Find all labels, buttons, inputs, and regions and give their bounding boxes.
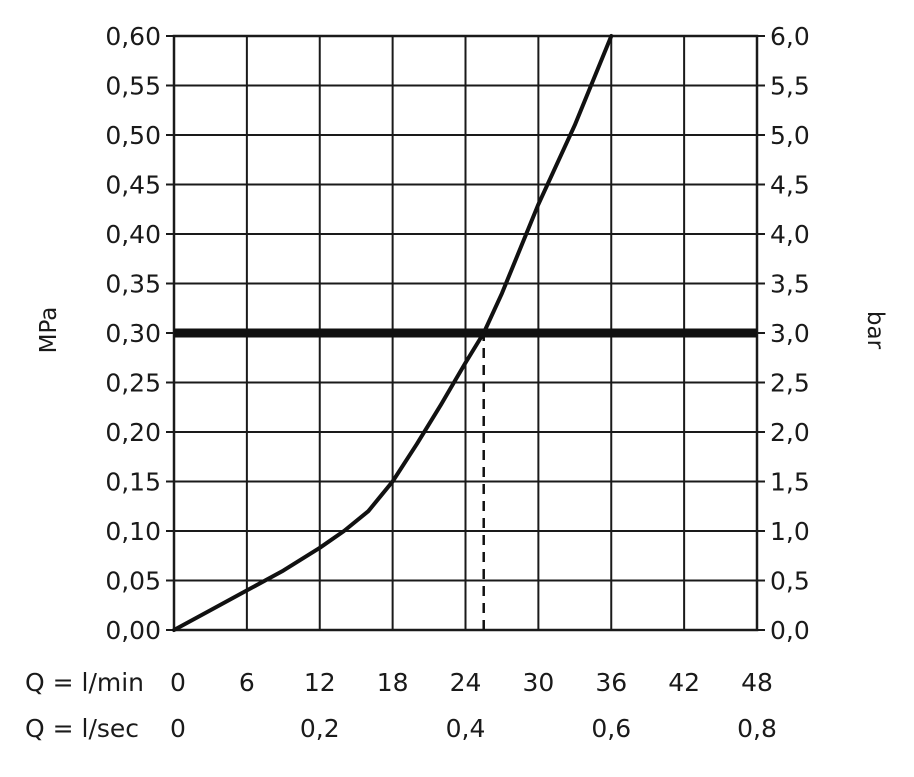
x-tick-label: 12 (304, 668, 336, 697)
y-tick-label-right: 5,5 (770, 72, 810, 101)
series-line (172, 34, 614, 632)
y-tick-label-right: 2,0 (770, 418, 810, 447)
y-tick-label-left: 0,15 (105, 468, 161, 497)
y-tick-label-left: 0,60 (105, 22, 161, 51)
x-tick-label: 0,4 (446, 714, 486, 743)
y-tick-label-right: 0,0 (770, 616, 810, 645)
right-axis: 0,0 0,5 1,0 1,5 2,0 2,5 3,0 3,5 4,0 4,5 5,0 5,5 6,0 (770, 22, 810, 645)
y-tick-label-left: 0,25 (105, 369, 161, 398)
y-tick-label-left: 0,50 (105, 121, 161, 150)
x-tick-label: 42 (668, 668, 700, 697)
y-tick-label-left: 0,10 (105, 517, 161, 546)
x-tick-label: 24 (450, 668, 482, 697)
x-axis-row-label: Q = l/sec (25, 714, 139, 743)
y-tick-label-right: 1,5 (770, 468, 810, 497)
y-axis-title-right: bar (862, 311, 888, 350)
y-tick-label-left: 0,00 (105, 616, 161, 645)
y-tick-label-right: 3,5 (770, 270, 810, 299)
x-tick-label: 0,6 (591, 714, 631, 743)
y-tick-label-right: 0,5 (770, 567, 810, 596)
y-tick-label-left: 0,20 (105, 418, 161, 447)
x-tick-label: 18 (377, 668, 409, 697)
x-tick-label: 36 (595, 668, 627, 697)
y-tick-label-left: 0,40 (105, 220, 161, 249)
y-tick-label-right: 6,0 (770, 22, 810, 51)
y-tick-label-right: 4,5 (770, 171, 810, 200)
x-tick-label: 6 (239, 668, 255, 697)
x-axis-row-label: Q = l/min (25, 668, 144, 697)
x-tick-label: 0 (170, 714, 186, 743)
y-tick-label-right: 5,0 (770, 121, 810, 150)
left-axis: 0,00 0,05 0,10 0,15 0,20 0,25 0,30 0,35 0,40 0,45… (105, 22, 161, 645)
y-tick-label-left: 0,55 (105, 72, 161, 101)
x-tick-label: 0 (170, 668, 186, 697)
x-tick-label: 30 (522, 668, 554, 697)
y-tick-label-left: 0,30 (105, 319, 161, 348)
y-tick-label-right: 1,0 (770, 517, 810, 546)
x-tick-label: 0,2 (300, 714, 340, 743)
x-tick-label: 48 (741, 668, 773, 697)
y-tick-label-right: 3,0 (770, 319, 810, 348)
y-tick-label-left: 0,45 (105, 171, 161, 200)
y-axis-title-left: MPa (36, 307, 62, 354)
curve-layer (172, 34, 757, 632)
y-tick-label-left: 0,05 (105, 567, 161, 596)
x-axes: Q = l/min 0 6 12 18 24 30 36 42 48 Q = l/sec 0 0,2 0,… (25, 668, 777, 743)
y-tick-label-left: 0,35 (105, 270, 161, 299)
x-tick-label: 0,8 (737, 714, 777, 743)
y-tick-label-right: 2,5 (770, 369, 810, 398)
y-tick-label-right: 4,0 (770, 220, 810, 249)
